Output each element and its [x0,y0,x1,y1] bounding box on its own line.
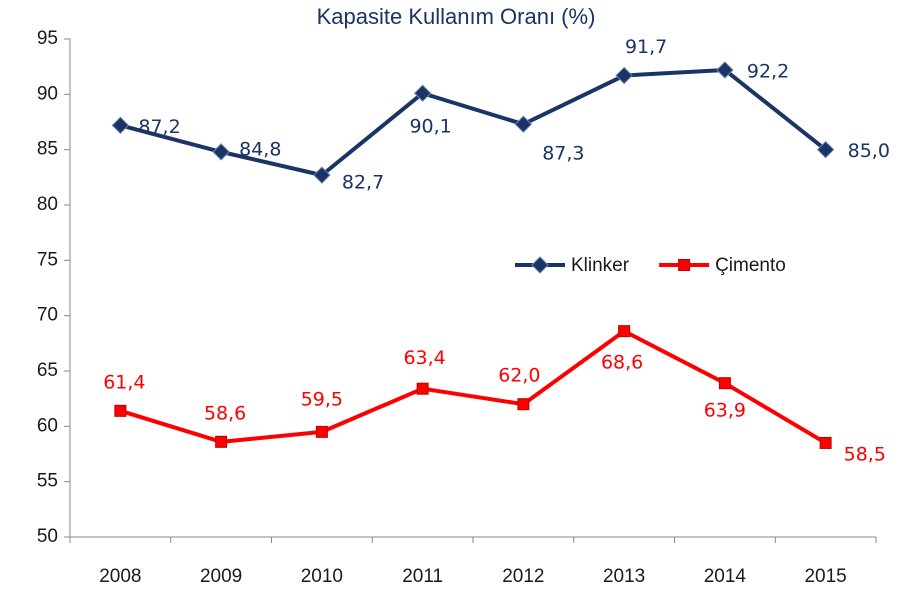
marker [514,115,533,133]
legend-label: Klinker [571,255,630,276]
marker [413,84,432,102]
y-tick-label: 60 [37,415,58,436]
value-label: 59,5 [301,388,343,410]
value-label: 63,9 [704,400,746,422]
x-tick-label: 2011 [402,566,443,587]
marker [212,143,230,161]
y-tick-label: 95 [37,28,58,49]
value-label: 58,6 [204,402,246,424]
value-label: 61,4 [103,371,145,393]
y-tick-label: 55 [37,471,58,492]
marker [618,325,631,338]
x-tick-label: 2009 [200,566,242,587]
y-tick-label: 50 [37,526,58,547]
marker [315,425,328,438]
marker [816,140,835,159]
marker [819,436,832,449]
value-label: 87,3 [542,143,584,165]
value-label: 91,7 [625,36,667,58]
x-tick-label: 2012 [502,566,544,587]
marker [416,382,429,395]
y-tick-label: 65 [37,360,58,381]
marker [114,404,127,417]
marker [615,66,633,85]
marker [718,377,731,390]
y-tick-label: 85 [37,139,58,160]
legend-marker [531,256,549,274]
marker [716,61,734,79]
y-tick-label: 70 [37,305,58,326]
x-tick-label: 2015 [804,566,846,587]
value-label: 92,2 [747,60,789,82]
x-tick-label: 2014 [704,566,747,587]
value-label: 84,8 [239,138,281,160]
marker [313,166,331,184]
marker [517,398,530,411]
value-label: 68,6 [601,352,643,374]
y-tick-label: 75 [37,249,58,270]
y-tick-label: 90 [37,83,58,104]
value-label: 87,2 [138,116,180,138]
value-label: 62,0 [498,365,540,387]
legend-marker [678,259,691,271]
value-label: 90,1 [409,116,451,138]
value-label: 85,0 [848,140,890,162]
series-line [119,329,827,445]
marker [111,116,130,135]
value-label: 58,5 [844,443,886,465]
y-tick-label: 80 [37,194,58,215]
legend-label: Çimento [715,255,786,276]
chart-title: Kapasite Kullanım Oranı (%) [317,4,596,29]
value-label: 63,4 [403,347,445,369]
series-line [119,67,827,178]
x-tick-label: 2008 [99,566,141,587]
x-tick-label: 2013 [603,566,645,587]
value-label: 82,7 [342,172,384,194]
x-tick-label: 2010 [301,566,343,587]
marker [215,435,228,448]
